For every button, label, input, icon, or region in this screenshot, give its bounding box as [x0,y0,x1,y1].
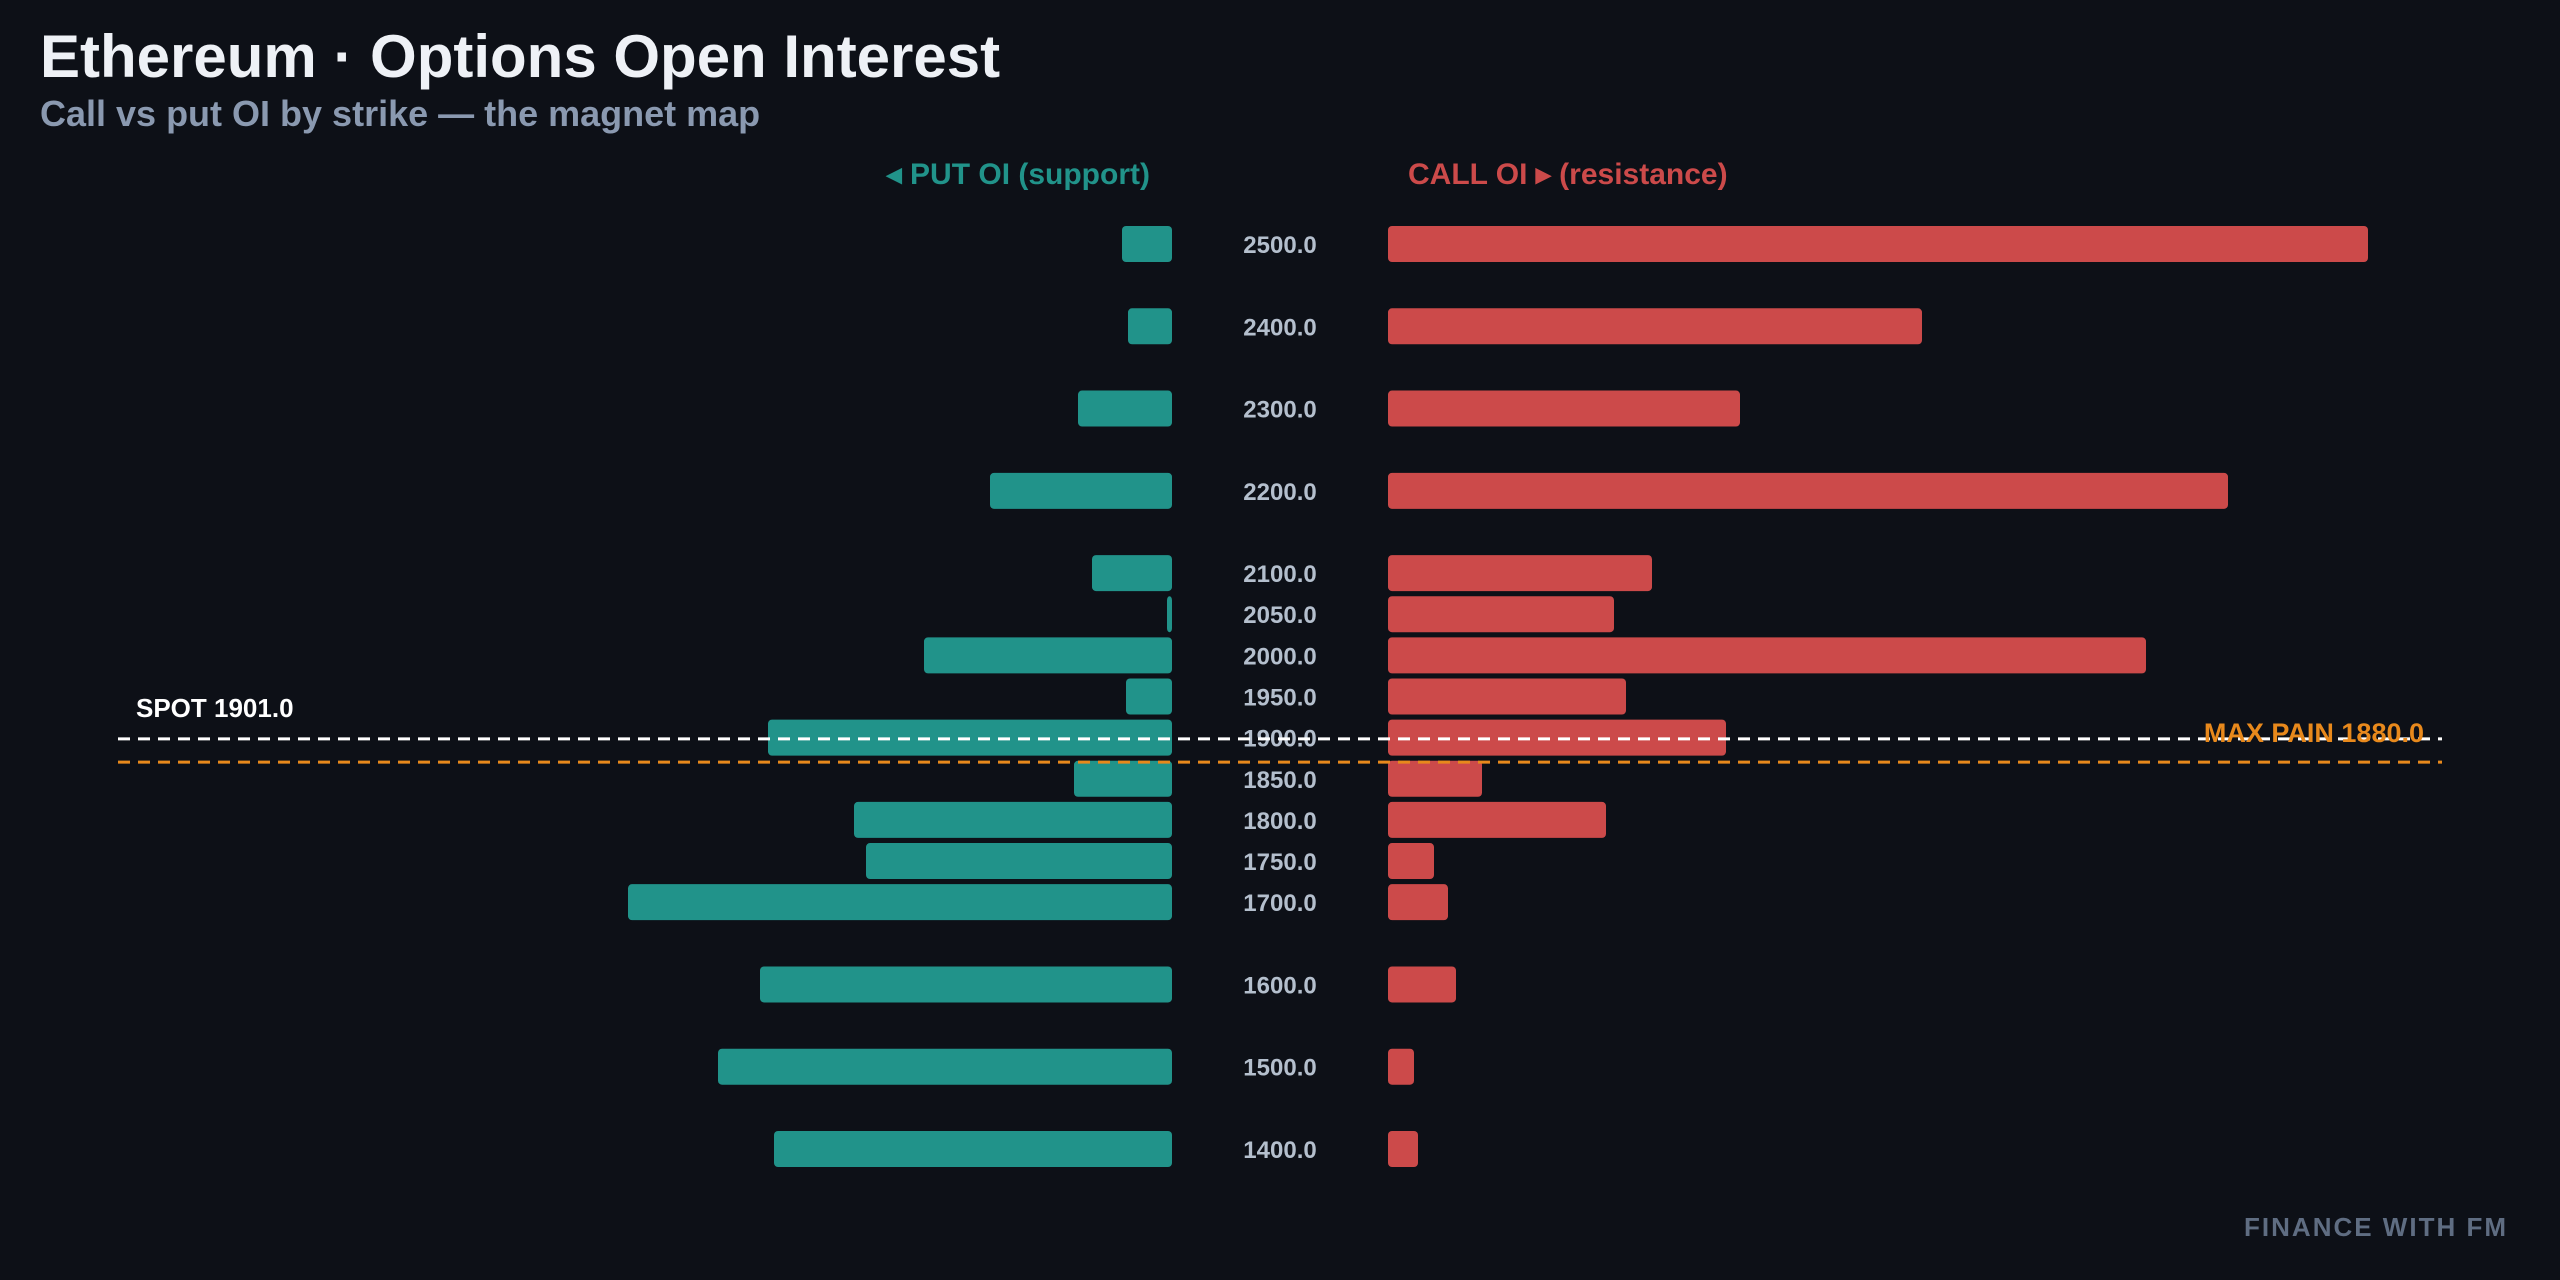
strike-label: 2500.0 [1243,232,1316,259]
call-bar [1388,596,1614,633]
strike-label: 1600.0 [1243,972,1316,999]
call-bar [1388,555,1652,592]
strike-label: 2300.0 [1243,397,1316,424]
strike-label: 2200.0 [1243,479,1316,506]
reference-lines: SPOT 1901.0 MAX PAIN 1880.0 [118,693,2442,764]
strike-label: 1800.0 [1243,808,1316,835]
strike-label: 1400.0 [1243,1137,1316,1164]
call-bar [1388,472,2228,509]
put-bar [1122,226,1172,262]
call-bar [1388,226,2368,262]
call-bar [1388,1048,1414,1085]
call-bar [1388,884,1448,921]
strike-label: 2000.0 [1243,643,1316,670]
strike-label: 1950.0 [1243,685,1316,712]
call-bar [1388,801,1606,838]
call-header: CALL OI ▸ (resistance) [1408,158,1728,191]
strike-label: 2400.0 [1243,314,1316,341]
strike-label: 2050.0 [1243,602,1316,629]
strike-label: 2100.0 [1243,561,1316,588]
chart-subtitle: Call vs put OI by strike — the magnet ma… [40,93,761,134]
put-bar [1078,390,1172,427]
strike-label: 1850.0 [1243,767,1316,794]
call-bar [1388,843,1434,880]
put-bar [924,637,1172,674]
chart-title: Ethereum · Options Open Interest [40,23,1001,90]
put-bar [1167,596,1172,633]
call-bar [1388,308,1922,345]
put-bar [1126,678,1172,715]
put-bar [1074,760,1172,797]
put-bar [1092,555,1172,592]
call-bar [1388,390,1740,427]
bars-group: 2500.0 2400.0 2300.0 2200.0 2100.0 2050.0 2000… [628,226,2368,1167]
call-bar [1388,719,1726,756]
strike-label: 1700.0 [1243,890,1316,917]
put-bar [866,843,1172,880]
put-bar [628,884,1172,921]
watermark: FINANCE WITH FM [2244,1212,2508,1242]
call-bar [1388,1131,1418,1167]
put-bar [774,1131,1172,1167]
spot-label: SPOT 1901.0 [136,693,294,723]
strike-label: 1500.0 [1243,1055,1316,1082]
put-bar [854,801,1172,838]
call-bar [1388,678,1626,715]
max-pain-label: MAX PAIN 1880.0 [2204,718,2424,748]
put-bar [718,1048,1172,1085]
put-header: ◂ PUT OI (support) [885,158,1150,191]
put-bar [760,966,1172,1003]
call-bar [1388,760,1482,797]
put-bar [1128,308,1172,345]
call-bar [1388,637,2146,674]
call-bar [1388,966,1456,1003]
put-bar [990,472,1172,509]
strike-label: 1750.0 [1243,849,1316,876]
